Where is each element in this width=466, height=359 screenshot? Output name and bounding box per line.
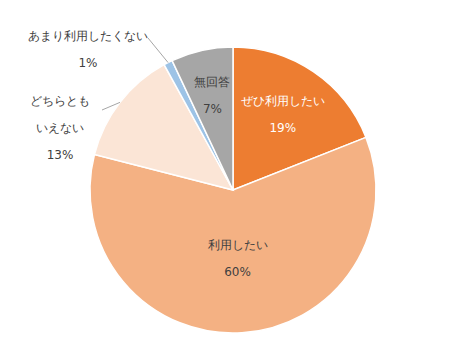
leader-line xyxy=(102,102,120,110)
slice-category-label: 利用したい xyxy=(207,238,267,252)
slice-category-label: いえない xyxy=(36,121,84,135)
leader-line xyxy=(148,38,168,63)
slice-value-label: 60% xyxy=(224,265,251,279)
slice-value-label: 1% xyxy=(78,56,97,70)
slice-category-label: 無回答 xyxy=(194,75,230,89)
slice-category-label: ぜひ利用したい xyxy=(241,94,325,108)
slice-category-label: どちらとも xyxy=(30,94,90,108)
labels: ぜひ利用したい 19% 利用したい 60% どちらともいえない 13% あまり利用したくない… xyxy=(28,29,325,279)
slice-value-label: 7% xyxy=(203,102,222,116)
pie-slice xyxy=(172,47,233,190)
slice-value-label: 19% xyxy=(269,121,296,135)
chart: ぜひ利用したい 19% 利用したい 60% どちらともいえない 13% あまり利用したくない… xyxy=(0,0,466,359)
pie xyxy=(90,47,376,333)
slice-category-label: あまり利用したくない xyxy=(28,29,148,43)
slice-value-label: 13% xyxy=(47,148,74,162)
